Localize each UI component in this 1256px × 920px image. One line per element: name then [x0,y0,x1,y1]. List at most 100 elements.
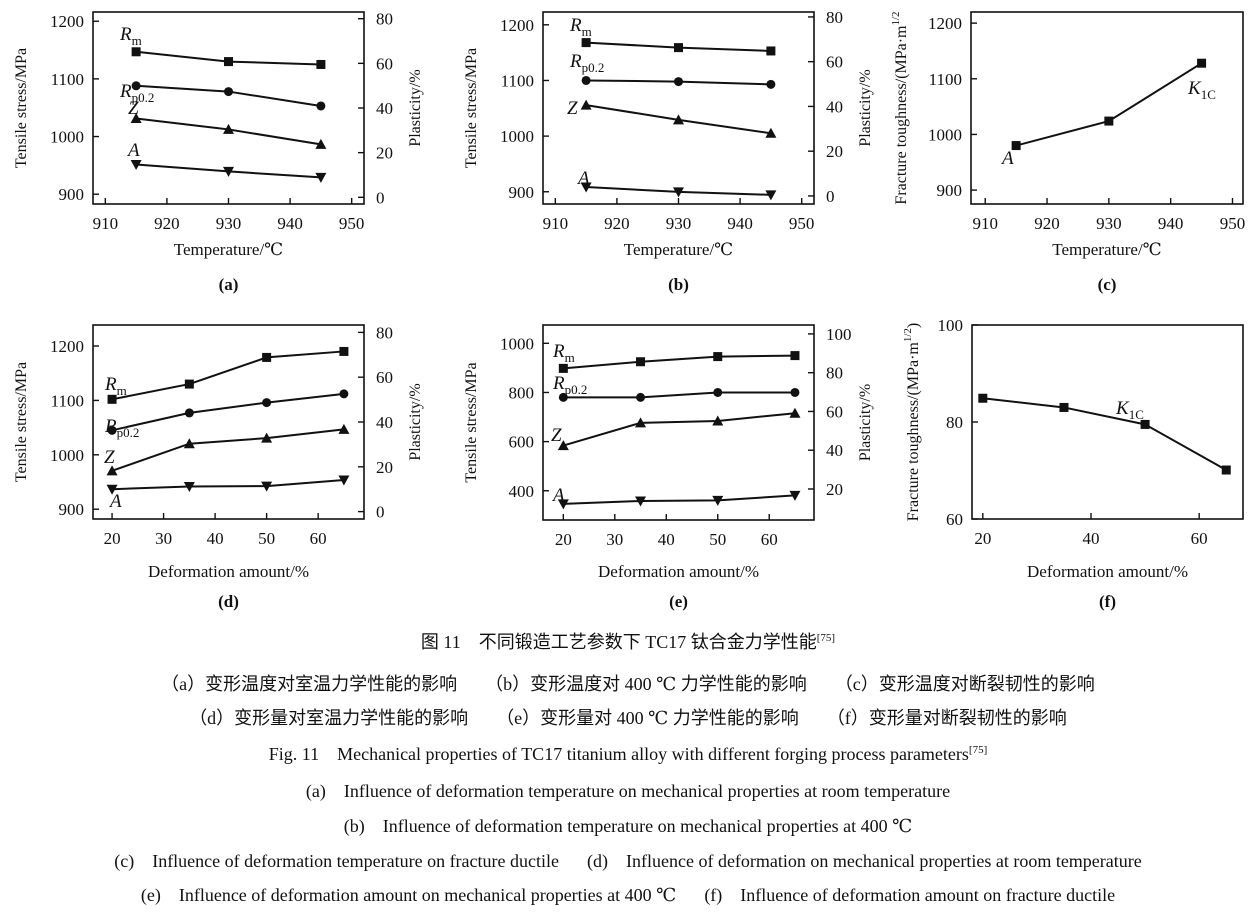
caption-cn-a: （a）变形温度对室温力学性能的影响 [161,674,458,694]
y-axis-title-main: Fracture toughness/(MPa·m [905,342,922,522]
data-point-triangle-down [315,172,327,183]
caption-en-ref: [75] [968,744,988,756]
data-point-circle [790,387,800,397]
y-axis-title-sup: 1/2 [902,328,914,342]
series-label-Rp0.2: Rp0.2 [104,416,139,440]
series-label-A: A [108,491,122,512]
series-line-A [563,494,796,505]
y2-tick-label: 80 [826,8,843,27]
y-tick-label: 900 [59,500,85,519]
y-axis-title: Fracture toughness/(MPa·m1/2 [890,11,910,204]
series-line-A [112,479,344,491]
y2-tick-label: 80 [376,10,393,29]
series-A [106,475,350,495]
series-label-Rm-sub: m [132,33,142,48]
y-tick-label: 900 [509,183,535,202]
chart-panel-f: 20 40 60 60 80 100 Fracture toughness/(MPa·m1/… [902,316,1244,611]
x-tick-label: 940 [1158,214,1184,233]
data-point-square [224,57,233,67]
y-tick-label: 1200 [928,14,962,33]
series-label-Rp0.2-main: R [119,81,132,102]
y-tick-label: 800 [509,383,535,402]
y2-axis-title: Plasticity/% [407,69,424,146]
y-tick-label: 1200 [500,16,534,35]
series-label-Z-main: Z [104,447,115,468]
x-tick-label: 910 [543,214,569,233]
y2-tick-label: 40 [376,99,393,118]
y-axis-title: Fracture toughness/(MPa·m1/2) [902,323,922,521]
data-point-circle [107,425,117,435]
chart-panel-d: 20 30 40 50 60 900 1000 1100 1200 0 20 40 60 80 Plasti… [13,323,424,611]
y-tick-label: 1200 [50,12,84,31]
x-tick-label: 950 [789,214,815,233]
caption-cn-line-1: （a）变形温度对室温力学性能的影响 （b）变形温度对 400 ℃ 力学性能的影响 （… [0,670,1256,696]
point-label: A [1000,148,1014,169]
data-point-triangle-up [765,127,777,138]
series-label-A: A [576,168,590,189]
x-tick-label: 40 [1083,529,1100,548]
series-Rm [131,47,326,69]
data-point-triangle-down [557,499,569,510]
plot-frame [542,324,815,521]
series-label-K1C-main: K [1115,398,1130,419]
data-point-triangle-down [130,159,142,170]
series-label-Z: Z [128,98,139,119]
data-point-triangle-down [712,495,724,506]
series-label-Rp0.2-main: R [552,373,565,394]
plot-frame [970,11,1244,205]
x-tick-label: 20 [974,529,991,548]
data-point-square [1221,465,1231,475]
x-axis-title: Deformation amount/% [148,562,309,581]
data-point-triangle-up [223,123,234,134]
series-label-K1C-sub: 1C [1201,87,1216,102]
data-point-triangle-down [580,182,592,193]
y2-tick-label: 20 [826,142,843,161]
chart-panel-c: 910 920 930 940 950 900 1000 1100 1200 Fracture t… [890,11,1245,294]
series-Rm [581,38,776,56]
y-tick-label: 100 [938,316,964,335]
y2-tick-label: 40 [826,97,843,116]
series-Rm [558,351,800,373]
series-label-Rm-main: R [552,341,565,362]
data-point-triangle-down [106,484,118,495]
data-point-circle [339,389,349,399]
data-point-triangle-down [765,190,777,201]
y-tick-label: 1000 [500,334,534,353]
panel-label: (c) [1098,275,1117,294]
series-label-Rm: Rm [569,15,592,39]
series-line-K1C [1015,62,1203,147]
series-label-Rp0.2: Rp0.2 [569,51,604,75]
data-point-triangle-up [315,138,327,149]
data-point-triangle-up [106,465,118,476]
series-line-Rp0.2 [111,392,345,432]
data-point-triangle-up [557,440,569,451]
caption-cn-f: （f）变形量对断裂韧性的影响 [826,708,1067,728]
panel-label: (f) [1099,592,1116,611]
data-point-square [1011,141,1021,151]
x-tick-label: 930 [666,214,692,233]
y-tick-label: 900 [937,181,963,200]
data-point-square [1059,402,1069,412]
series-label-Z-main: Z [567,98,578,119]
figure-charts: 910 920 930 940 950900100011001200020406080P… [13,8,1245,611]
series-label-Rm-main: R [569,15,582,36]
series-A [580,182,777,201]
y-axis-title: Tensile stress/MPa [463,362,480,482]
y2-axis-title: Plasticity/% [407,383,424,460]
y-axis-title-sup: 1/2 [890,11,902,25]
data-point-square [184,379,194,389]
series-label-Rp0.2-sub: p0.2 [582,60,605,75]
y-tick-label: 600 [509,433,535,452]
data-point-triangle-up [183,438,195,449]
panel-label: (b) [668,275,689,294]
series-line-Rm [111,350,344,401]
caption-cn-line-2: （d）变形量对室温力学性能的影响 （e）变形量对 400 ℃ 力学性能的影响 （f）… [0,704,1256,730]
data-point-triangle-down [183,482,195,493]
y-tick-label: 1000 [500,127,534,146]
y2-tick-label: 0 [826,187,835,206]
series-label-Rm-sub: m [117,383,127,398]
series-line-Rp0.2 [563,391,795,399]
series-label-Z: Z [551,425,562,446]
x-tick-label: 910 [93,214,119,233]
x-axis-title: Temperature/℃ [174,240,283,259]
